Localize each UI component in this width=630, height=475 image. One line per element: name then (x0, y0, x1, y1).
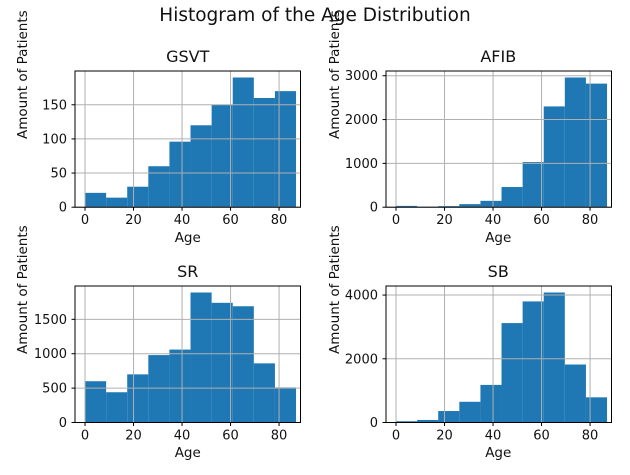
histogram-bar (585, 83, 607, 207)
x-tick-label: 80 (581, 213, 598, 228)
y-tick-label: 100 (42, 132, 67, 147)
x-tick-label: 20 (436, 213, 453, 228)
x-tick-label: 60 (533, 428, 550, 443)
x-tick-label: 40 (484, 428, 501, 443)
x-tick-label: 20 (125, 428, 142, 443)
x-tick-label: 0 (391, 213, 399, 228)
histogram-bar (543, 105, 565, 207)
histogram-bar (395, 205, 417, 207)
histogram-bar (148, 354, 170, 422)
y-tick-label: 0 (59, 416, 67, 431)
axes-spines (385, 70, 612, 208)
x-axis-label-gsvt: Age (174, 229, 201, 246)
histogram-bar (232, 76, 254, 207)
y-tick-label: 1500 (34, 312, 67, 327)
x-tick-label: 40 (174, 213, 191, 228)
x-tick-label: 40 (174, 428, 191, 443)
y-tick-label: 4000 (344, 288, 377, 303)
histogram-bar (190, 292, 212, 422)
histogram-bar (85, 192, 107, 207)
y-tick-label: 0 (59, 200, 67, 215)
histogram-bar (106, 197, 128, 207)
histogram-bar (479, 384, 502, 422)
histogram-bar (501, 186, 523, 207)
y-tick-label: 1000 (34, 347, 67, 362)
y-tick-label: 3000 (344, 69, 377, 84)
histogram-bar (85, 380, 107, 422)
histogram-bar (211, 302, 233, 422)
subplot-title-sr: SR (177, 261, 199, 281)
histogram-gsvt: 0 20 40 60 80 0 50 100 150 (42, 70, 301, 228)
x-tick-label: 60 (222, 428, 239, 443)
histogram-sr: 0 20 40 60 80 0 500 1000 1500 (34, 285, 301, 443)
figure-title: Histogram of the Age Distribution (159, 5, 471, 26)
histogram-bar (437, 205, 459, 207)
histogram-afib: 0 20 40 60 80 0 1000 2000 3000 (344, 69, 612, 228)
histogram-bar (106, 391, 128, 422)
y-tick-label: 50 (50, 166, 67, 181)
histogram-bar (458, 401, 480, 422)
x-axis-label-sb: Age (485, 445, 512, 461)
histogram-bar (274, 90, 297, 207)
x-tick-label: 20 (436, 428, 453, 443)
histogram-bar (585, 396, 607, 422)
histogram-bar (395, 420, 417, 422)
histogram-bar (458, 203, 480, 207)
y-tick-label: 150 (42, 98, 67, 113)
x-tick-label: 40 (484, 213, 501, 228)
y-tick-label: 0 (369, 416, 377, 431)
histogram-sb: 0 20 40 60 80 0 2000 4000 (344, 285, 612, 443)
histogram-bar (501, 322, 523, 422)
histogram-bar (522, 300, 544, 422)
histogram-bar (274, 386, 297, 422)
y-tick-label: 0 (369, 200, 377, 215)
histogram-bar (169, 141, 191, 207)
y-tick-label: 500 (42, 381, 67, 396)
x-tick-label: 0 (81, 213, 89, 228)
histogram-bar (543, 292, 565, 422)
histogram-bar (211, 104, 233, 207)
histogram-bar (416, 419, 438, 422)
y-tick-label: 1000 (344, 156, 377, 171)
subplot-title-afib: AFIB (480, 46, 517, 66)
histogram-bar (437, 410, 459, 422)
histogram-bar (564, 76, 586, 207)
histogram-bar (232, 305, 254, 422)
x-tick-label: 60 (533, 213, 550, 228)
histogram-bar (564, 364, 586, 422)
histogram-bar (253, 362, 275, 422)
y-tick-label: 2000 (344, 113, 377, 128)
histogram-bar (148, 165, 170, 207)
y-tick-label: 2000 (344, 352, 377, 367)
x-tick-label: 60 (222, 213, 239, 228)
histogram-bar (127, 186, 149, 207)
axes-spines (74, 285, 301, 423)
histogram-bar (190, 124, 212, 207)
histogram-bar (522, 161, 544, 207)
histogram-bar (479, 200, 502, 207)
x-tick-label: 0 (81, 428, 89, 443)
histogram-bar (169, 349, 191, 422)
subplot-title-gsvt: GSVT (166, 46, 210, 66)
histogram-bar (253, 97, 275, 207)
x-tick-label: 20 (125, 213, 142, 228)
x-tick-label: 80 (271, 213, 288, 228)
x-tick-label: 80 (271, 428, 288, 443)
x-axis-label-sr: Age (174, 445, 201, 461)
axes-spines (385, 285, 612, 423)
subplot-title-sb: SB (487, 261, 509, 281)
histogram-bar (127, 373, 149, 422)
x-tick-label: 80 (581, 428, 598, 443)
x-axis-label-afib: Age (485, 229, 512, 246)
x-tick-label: 0 (391, 428, 399, 443)
